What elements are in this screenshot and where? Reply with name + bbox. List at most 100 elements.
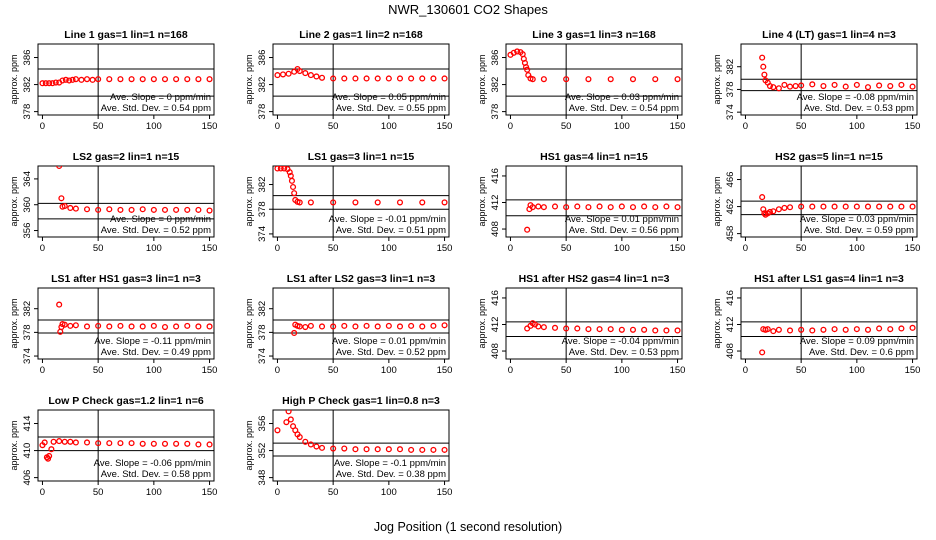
x-tick-label: 50: [328, 243, 339, 254]
y-axis-label: approx. ppm: [477, 176, 487, 226]
data-point: [296, 433, 303, 441]
data-series: [274, 166, 448, 206]
data-point: [374, 446, 381, 453]
data-point: [831, 326, 838, 333]
data-point: [574, 325, 581, 332]
data-point: [441, 199, 448, 206]
y-axis-label: approx. ppm: [477, 298, 487, 348]
data-point: [117, 76, 124, 83]
panel-title: LS1 after LS2 gas=3 lin=1 n=3: [287, 273, 436, 285]
x-tick-label: 100: [614, 365, 630, 376]
data-point: [106, 440, 113, 447]
data-point: [574, 203, 581, 210]
data-point: [510, 49, 517, 56]
data-point: [72, 439, 79, 446]
chart-panel: LS1 after HS1 gas=3 lin=1 n=3 0 50 100 150 37…: [9, 273, 217, 376]
data-point: [83, 206, 91, 213]
y-tick-label: 386: [257, 50, 268, 66]
data-point: [281, 166, 288, 172]
slope-annotation: Ave. Slope = 0.09 ppm/min: [800, 336, 914, 347]
data-series: [39, 76, 213, 87]
data-point: [330, 323, 337, 330]
data-point: [352, 323, 359, 330]
data-point: [139, 206, 146, 213]
chart-panel: Line 2 gas=1 lin=2 n=168 0 50 100 150 378 382 3…: [244, 29, 452, 132]
data-point: [529, 204, 536, 211]
data-point: [363, 446, 370, 453]
x-tick-label: 50: [561, 243, 572, 254]
data-point: [786, 83, 794, 90]
data-point: [302, 70, 309, 77]
x-tick-label: 0: [508, 121, 513, 132]
slope-annotation: Ave. Slope = 0.05 ppm/min: [332, 92, 446, 103]
y-tick-label: 382: [490, 77, 501, 93]
panel-title: Low P Check gas=1.2 lin=1 n=6: [48, 395, 203, 407]
data-point: [820, 326, 827, 333]
data-series: [274, 65, 448, 82]
std-dev-annotation: Ave. Std. Dev. = 0.55 ppm: [336, 103, 446, 114]
data-point: [128, 76, 135, 83]
data-point: [607, 204, 614, 211]
y-axis-label: approx. ppm: [244, 54, 254, 104]
x-tick-label: 100: [381, 243, 397, 254]
x-tick-label: 150: [202, 365, 218, 376]
data-point: [898, 81, 905, 88]
data-point: [161, 440, 169, 447]
data-point: [290, 183, 297, 191]
x-tick-label: 100: [146, 121, 162, 132]
data-point: [330, 75, 337, 82]
x-tick-label: 0: [743, 243, 748, 254]
panel-title: HS1 gas=4 lin=1 n=15: [540, 151, 648, 163]
x-tick-label: 50: [561, 121, 572, 132]
data-point: [352, 75, 359, 82]
data-point: [341, 322, 348, 329]
x-tick-label: 0: [275, 365, 280, 376]
std-dev-annotation: Ave. Std. Dev. = 0.56 ppm: [569, 225, 679, 236]
y-tick-label: 412: [490, 195, 501, 211]
data-point: [770, 208, 777, 215]
x-tick-label: 100: [381, 487, 397, 498]
panel-title: HS2 gas=5 lin=1 n=15: [775, 151, 883, 163]
data-point: [67, 204, 74, 212]
data-point: [618, 203, 625, 210]
data-point: [430, 322, 437, 329]
data-point: [307, 322, 314, 329]
data-point: [95, 322, 102, 329]
data-point: [831, 81, 838, 88]
chart-panel: HS1 after HS2 gas=4 lin=1 n=3 0 50 100 150 40…: [477, 273, 685, 376]
y-tick-label: 382: [257, 301, 268, 317]
data-point: [629, 204, 637, 211]
x-tick-label: 0: [275, 121, 280, 132]
data-point: [67, 322, 74, 329]
data-point: [95, 206, 102, 213]
data-point: [770, 84, 777, 91]
data-point: [318, 74, 326, 81]
x-tick-label: 150: [437, 121, 453, 132]
plot-frame: [37, 409, 215, 482]
data-point: [363, 75, 370, 82]
data-point: [173, 323, 180, 330]
y-axis-label: approx. ppm: [712, 54, 722, 104]
x-tick-label: 100: [146, 243, 162, 254]
data-point: [184, 76, 191, 83]
data-point: [909, 324, 916, 331]
y-axis-label: approx. ppm: [9, 176, 19, 226]
slope-annotation: Ave. Slope = 0.03 ppm/min: [565, 92, 679, 103]
data-point: [150, 76, 157, 83]
x-tick-label: 100: [849, 365, 865, 376]
data-series: [524, 202, 681, 233]
x-tick-label: 100: [146, 365, 162, 376]
x-tick-label: 0: [275, 243, 280, 254]
y-tick-label: 348: [257, 470, 268, 486]
data-point: [48, 446, 55, 453]
data-point: [56, 438, 63, 445]
data-point: [396, 199, 404, 206]
data-point: [674, 327, 681, 334]
data-point: [674, 204, 681, 211]
y-axis-label: approx. ppm: [9, 298, 19, 348]
data-series: [759, 54, 916, 92]
data-point: [78, 76, 85, 83]
data-point: [150, 322, 157, 329]
data-point: [674, 76, 681, 83]
